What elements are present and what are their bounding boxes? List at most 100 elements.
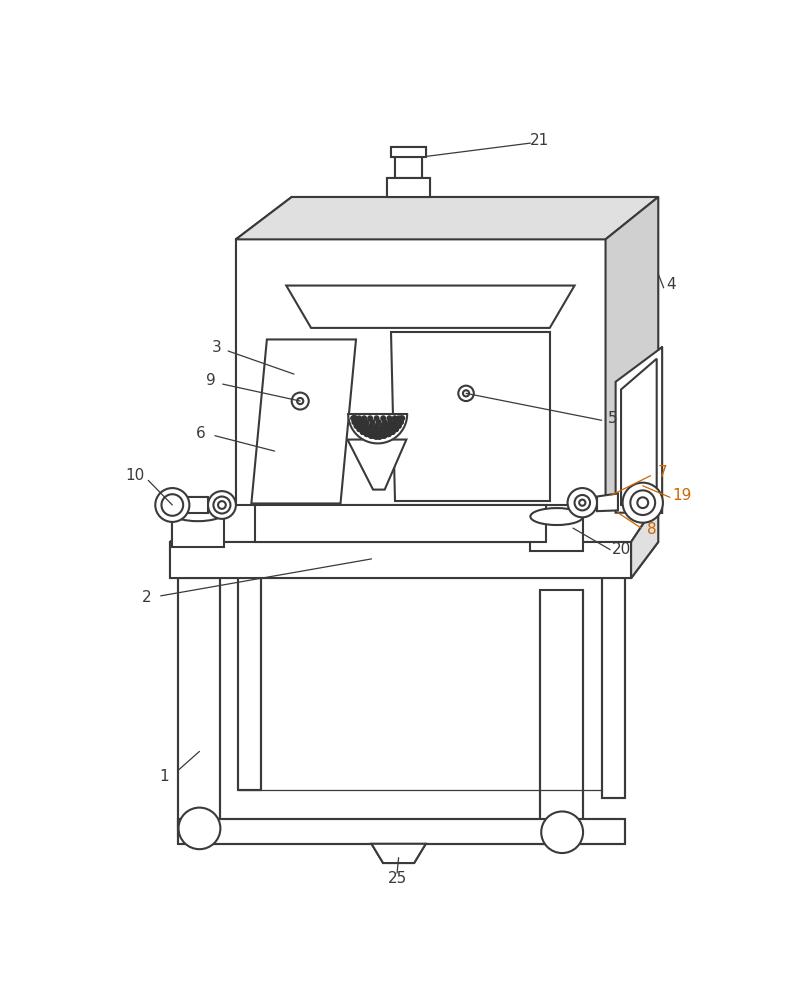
Circle shape	[393, 416, 397, 420]
Text: 3: 3	[212, 340, 221, 355]
Circle shape	[382, 432, 386, 436]
Circle shape	[387, 432, 391, 436]
Circle shape	[399, 420, 403, 424]
Circle shape	[376, 432, 380, 436]
Circle shape	[399, 420, 403, 424]
Circle shape	[356, 424, 360, 428]
Circle shape	[364, 424, 368, 428]
Circle shape	[360, 427, 364, 431]
Circle shape	[354, 424, 358, 428]
Circle shape	[393, 427, 397, 431]
Text: 8: 8	[647, 522, 657, 537]
Circle shape	[378, 435, 382, 438]
Circle shape	[371, 420, 375, 424]
Polygon shape	[347, 440, 407, 490]
Circle shape	[382, 427, 385, 431]
Circle shape	[370, 434, 374, 438]
Circle shape	[156, 488, 189, 522]
Circle shape	[387, 416, 391, 420]
Circle shape	[397, 420, 401, 424]
Circle shape	[218, 501, 226, 509]
Circle shape	[369, 434, 373, 438]
Circle shape	[374, 435, 378, 438]
Polygon shape	[172, 513, 225, 547]
Polygon shape	[621, 359, 657, 505]
Circle shape	[376, 435, 379, 438]
Polygon shape	[391, 332, 549, 501]
Circle shape	[179, 808, 221, 849]
Circle shape	[374, 434, 378, 438]
Polygon shape	[371, 844, 426, 863]
Circle shape	[292, 393, 309, 410]
Circle shape	[400, 416, 404, 420]
Circle shape	[357, 424, 360, 428]
Circle shape	[367, 430, 371, 434]
Polygon shape	[251, 339, 356, 503]
Text: 19: 19	[672, 488, 691, 503]
Polygon shape	[395, 157, 422, 178]
Circle shape	[579, 500, 585, 506]
Circle shape	[372, 434, 376, 438]
Circle shape	[386, 424, 390, 428]
Circle shape	[357, 427, 361, 431]
Circle shape	[375, 430, 379, 434]
Circle shape	[380, 424, 384, 428]
Circle shape	[378, 435, 382, 438]
Circle shape	[386, 432, 390, 436]
Circle shape	[376, 435, 380, 438]
Circle shape	[371, 432, 375, 436]
Circle shape	[361, 430, 365, 434]
Circle shape	[638, 497, 648, 508]
Circle shape	[357, 416, 361, 420]
Circle shape	[387, 432, 390, 436]
Ellipse shape	[172, 504, 225, 521]
Circle shape	[394, 427, 398, 431]
Circle shape	[375, 434, 379, 438]
Circle shape	[371, 430, 375, 434]
Circle shape	[383, 434, 387, 438]
Circle shape	[359, 420, 363, 424]
Circle shape	[364, 430, 368, 434]
Polygon shape	[178, 578, 221, 836]
Polygon shape	[541, 590, 583, 844]
Circle shape	[374, 435, 377, 438]
Circle shape	[377, 434, 381, 438]
Circle shape	[387, 430, 390, 434]
Circle shape	[363, 427, 367, 431]
Circle shape	[381, 416, 385, 420]
Polygon shape	[387, 178, 430, 197]
Circle shape	[360, 424, 363, 428]
Polygon shape	[602, 563, 625, 798]
Circle shape	[297, 398, 303, 404]
Circle shape	[369, 434, 373, 438]
Circle shape	[208, 491, 236, 519]
Circle shape	[378, 435, 382, 438]
Circle shape	[371, 434, 375, 438]
Circle shape	[390, 427, 394, 431]
Circle shape	[394, 424, 398, 428]
Circle shape	[374, 435, 378, 438]
Circle shape	[458, 386, 474, 401]
Circle shape	[213, 497, 230, 513]
Circle shape	[371, 427, 375, 431]
Circle shape	[396, 424, 400, 428]
Circle shape	[384, 432, 388, 436]
Circle shape	[463, 390, 469, 396]
Text: 7: 7	[658, 465, 667, 480]
Circle shape	[377, 427, 380, 431]
Text: 10: 10	[125, 468, 144, 483]
Circle shape	[389, 430, 393, 434]
Circle shape	[541, 811, 583, 853]
Circle shape	[387, 432, 391, 436]
Circle shape	[392, 427, 396, 431]
Text: 25: 25	[387, 871, 407, 886]
Circle shape	[391, 430, 394, 434]
Polygon shape	[631, 501, 658, 578]
Circle shape	[368, 432, 372, 436]
Circle shape	[391, 430, 395, 434]
Circle shape	[375, 435, 379, 438]
Circle shape	[161, 494, 183, 516]
Polygon shape	[238, 557, 261, 790]
Polygon shape	[616, 347, 662, 513]
Circle shape	[377, 435, 381, 438]
